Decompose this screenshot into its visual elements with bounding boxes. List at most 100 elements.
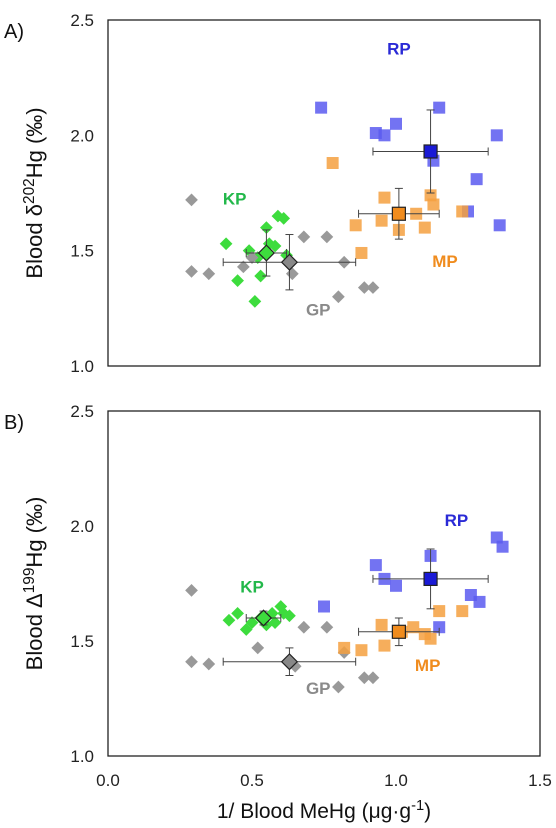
- data-point-mp: [326, 157, 339, 170]
- group-label-rp: RP: [387, 40, 411, 59]
- data-point-mp: [407, 621, 420, 634]
- y-tick-label: 1.5: [70, 632, 94, 651]
- data-point-gp: [251, 641, 265, 655]
- y-tick-label: 2.0: [70, 517, 94, 536]
- y-axis-label-b: Blood Δ199Hg (‰): [21, 497, 48, 671]
- data-point-rp: [378, 129, 391, 142]
- panel-label-a: A): [4, 21, 24, 43]
- data-point-gp: [185, 655, 198, 669]
- data-point-rp: [470, 173, 483, 186]
- data-point-kp: [277, 212, 291, 225]
- data-point-rp: [390, 579, 402, 592]
- data-point-kp: [248, 295, 262, 308]
- group-label-mp: MP: [432, 252, 458, 271]
- data-point-gp: [332, 290, 345, 304]
- group-label-rp: RP: [445, 511, 469, 530]
- mean-marker-mp: [358, 617, 440, 647]
- data-point-gp: [185, 265, 198, 278]
- data-point-mp: [355, 644, 368, 657]
- data-point-rp: [369, 559, 382, 572]
- group-label-mp: MP: [415, 656, 441, 675]
- data-point-kp: [231, 607, 244, 620]
- mean-point-kp: [254, 609, 273, 627]
- y-axis-label-a: Blood δ202Hg (‰): [21, 107, 48, 278]
- data-point-gp: [285, 267, 299, 281]
- data-point-gp: [245, 251, 259, 264]
- data-point-gp: [185, 193, 198, 207]
- mean-point-gp: [280, 653, 299, 671]
- mean-point-rp: [423, 144, 438, 159]
- data-point-mp: [456, 605, 469, 618]
- data-point-gp: [366, 281, 380, 294]
- y-tick-label: 1.5: [70, 242, 94, 261]
- data-point-mp: [338, 641, 351, 654]
- data-point-mp: [378, 639, 391, 652]
- data-point-mp: [433, 605, 446, 618]
- data-point-gp: [366, 671, 380, 685]
- data-point-gp: [320, 620, 334, 634]
- x-tick-label: 0.5: [240, 771, 264, 790]
- data-point-rp: [433, 101, 446, 114]
- data-point-rp: [490, 531, 503, 544]
- plot-frame-b: [107, 410, 541, 757]
- x-tick-label: 0.0: [96, 771, 120, 790]
- data-point-kp: [219, 237, 233, 251]
- x-axis-label: 1/ Blood MeHg (μg·g-1): [217, 798, 431, 823]
- mean-point-mp: [391, 206, 406, 221]
- y-tick-label: 2.5: [70, 11, 94, 30]
- data-point-rp: [490, 129, 503, 142]
- mean-marker-mp: [358, 187, 440, 240]
- data-point-mp: [355, 246, 368, 259]
- data-point-rp: [315, 101, 328, 114]
- data-point-mp: [375, 618, 388, 631]
- data-point-kp: [260, 221, 273, 234]
- data-point-kp: [222, 613, 236, 627]
- mean-marker-kp: [245, 609, 282, 627]
- data-point-rp: [433, 621, 446, 634]
- x-tick-label: 1.0: [384, 771, 408, 790]
- data-point-gp: [357, 281, 371, 294]
- y-tick-label: 2.0: [70, 126, 94, 145]
- mean-marker-kp: [245, 229, 288, 277]
- data-point-gp: [320, 230, 334, 244]
- mean-marker-gp: [222, 234, 357, 291]
- data-point-gp: [202, 657, 216, 671]
- data-point-rp: [318, 600, 330, 613]
- data-point-kp: [268, 239, 282, 253]
- data-point-rp: [473, 595, 486, 608]
- y-tick-label: 2.5: [70, 402, 94, 421]
- group-label-kp: KP: [223, 190, 247, 209]
- mean-marker-gp: [222, 647, 357, 676]
- data-point-gp: [236, 260, 250, 274]
- data-point-gp: [297, 230, 311, 244]
- y-tick-label: 1.0: [70, 747, 94, 766]
- data-point-rp: [496, 540, 509, 553]
- data-point-gp: [185, 584, 198, 597]
- data-point-mp: [349, 219, 362, 232]
- data-point-mp: [427, 198, 440, 211]
- data-point-mp: [375, 214, 388, 227]
- plot-frame-a: [107, 19, 541, 367]
- group-label-gp: GP: [306, 300, 331, 319]
- data-point-mp: [378, 191, 391, 204]
- data-point-gp: [332, 680, 345, 694]
- x-tick-label: 1.5: [528, 771, 552, 790]
- panel-label-b: B): [4, 412, 24, 434]
- data-point-rp: [390, 117, 402, 130]
- data-point-kp: [254, 269, 268, 283]
- data-point-rp: [493, 219, 506, 232]
- data-point-mp: [424, 189, 437, 202]
- data-point-gp: [297, 620, 311, 634]
- group-label-gp: GP: [306, 679, 331, 698]
- data-point-mp: [418, 221, 431, 234]
- mean-point-gp: [280, 253, 299, 271]
- mean-point-mp: [391, 624, 406, 639]
- data-point-kp: [231, 274, 244, 288]
- mean-point-rp: [423, 571, 438, 587]
- group-label-kp: KP: [240, 578, 264, 597]
- data-point-mp: [456, 205, 469, 218]
- y-tick-label: 1.0: [70, 357, 94, 376]
- data-point-gp: [202, 267, 216, 281]
- mean-marker-rp: [372, 548, 489, 610]
